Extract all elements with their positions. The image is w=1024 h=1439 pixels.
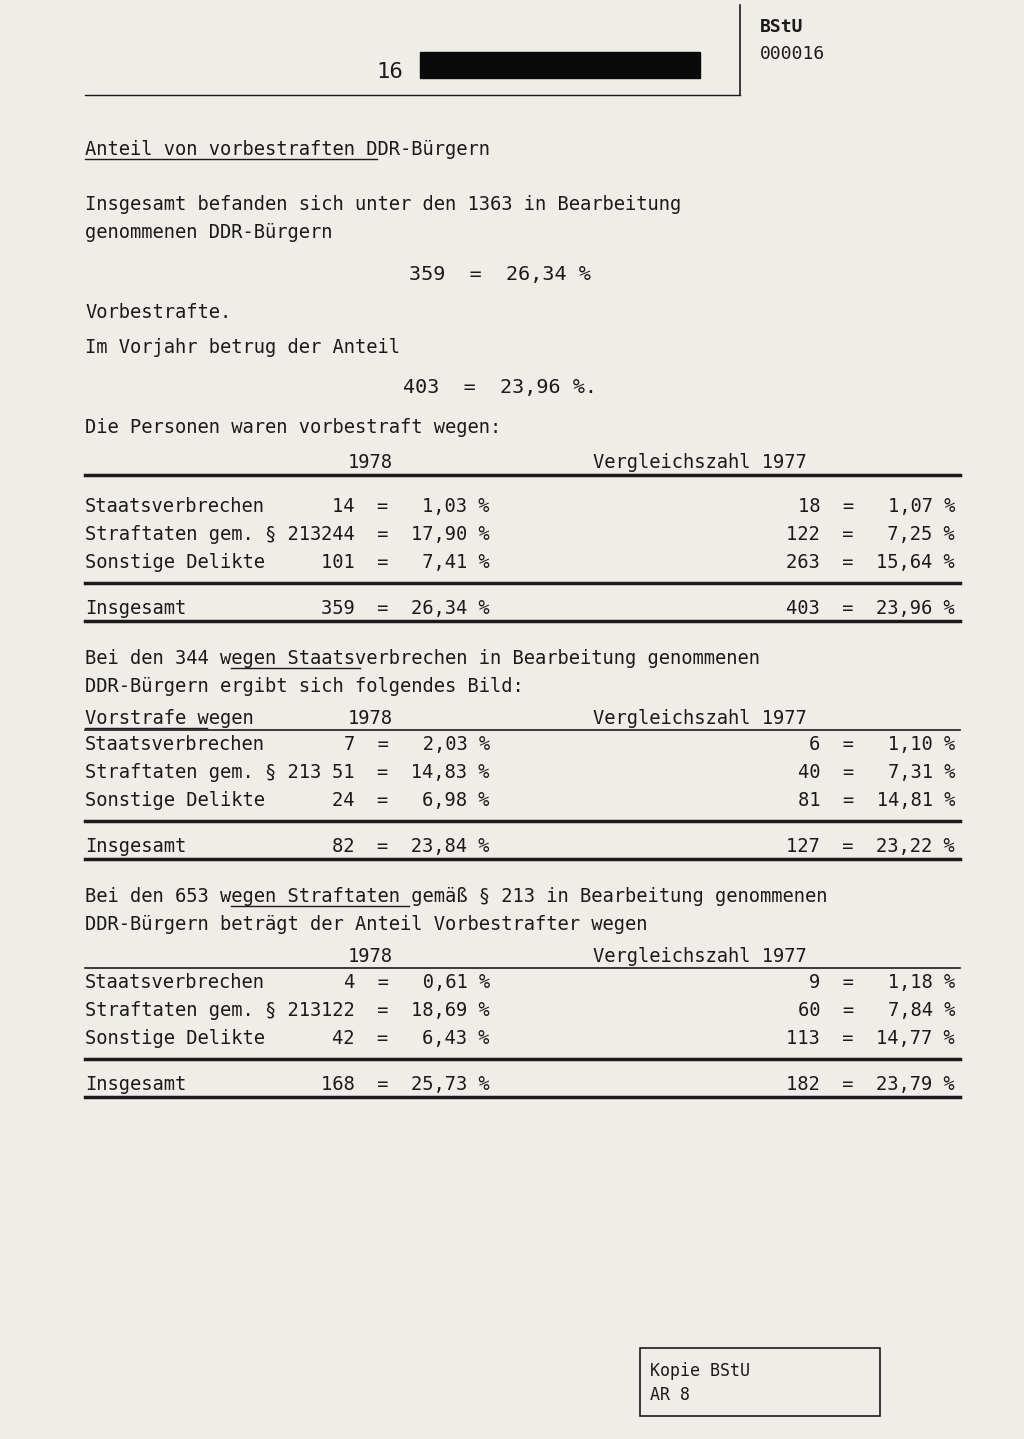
Text: 359  =  26,34 %: 359 = 26,34 %	[409, 265, 591, 283]
Text: 403  =  23,96 %: 403 = 23,96 %	[786, 599, 955, 617]
Text: Insgesamt: Insgesamt	[85, 599, 186, 617]
Text: 6  =   1,10 %: 6 = 1,10 %	[809, 735, 955, 754]
Text: 14  =   1,03 %: 14 = 1,03 %	[333, 496, 490, 517]
Text: Staatsverbrechen: Staatsverbrechen	[85, 496, 265, 517]
Text: 81  =  14,81 %: 81 = 14,81 %	[798, 791, 955, 810]
Text: Straftaten gem. § 213: Straftaten gem. § 213	[85, 525, 322, 544]
Text: 182  =  23,79 %: 182 = 23,79 %	[786, 1075, 955, 1094]
Text: 101  =   7,41 %: 101 = 7,41 %	[322, 553, 490, 571]
Text: Bei den 344 wegen Staatsverbrechen in Bearbeitung genommenen: Bei den 344 wegen Staatsverbrechen in Be…	[85, 649, 760, 668]
Text: 9  =   1,18 %: 9 = 1,18 %	[809, 973, 955, 991]
Text: DDR-Bürgern beträgt der Anteil Vorbestrafter wegen: DDR-Bürgern beträgt der Anteil Vorbestra…	[85, 915, 647, 934]
Text: Insgesamt befanden sich unter den 1363 in Bearbeitung: Insgesamt befanden sich unter den 1363 i…	[85, 196, 681, 214]
Text: 113  =  14,77 %: 113 = 14,77 %	[786, 1029, 955, 1048]
Text: 403  =  23,96 %.: 403 = 23,96 %.	[403, 378, 597, 397]
Text: 4  =   0,61 %: 4 = 0,61 %	[344, 973, 490, 991]
Text: Die Personen waren vorbestraft wegen:: Die Personen waren vorbestraft wegen:	[85, 417, 502, 437]
Text: 7  =   2,03 %: 7 = 2,03 %	[344, 735, 490, 754]
Text: 122  =  18,69 %: 122 = 18,69 %	[322, 1002, 490, 1020]
Text: Staatsverbrechen: Staatsverbrechen	[85, 973, 265, 991]
Bar	[420, 52, 700, 78]
Text: Sonstige Delikte: Sonstige Delikte	[85, 791, 265, 810]
Text: 82  =  23,84 %: 82 = 23,84 %	[333, 837, 490, 856]
Text: Vorstrafe wegen: Vorstrafe wegen	[85, 709, 254, 728]
Text: Straftaten gem. § 213: Straftaten gem. § 213	[85, 1002, 322, 1020]
Text: Kopie BStU: Kopie BStU	[650, 1361, 750, 1380]
Text: 263  =  15,64 %: 263 = 15,64 %	[786, 553, 955, 571]
Text: 168  =  25,73 %: 168 = 25,73 %	[322, 1075, 490, 1094]
Text: Staatsverbrechen: Staatsverbrechen	[85, 735, 265, 754]
Text: 16: 16	[377, 62, 403, 82]
Text: 359  =  26,34 %: 359 = 26,34 %	[322, 599, 490, 617]
Text: 24  =   6,98 %: 24 = 6,98 %	[333, 791, 490, 810]
Text: 244  =  17,90 %: 244 = 17,90 %	[322, 525, 490, 544]
Text: Sonstige Delikte: Sonstige Delikte	[85, 553, 265, 571]
Text: 40  =   7,31 %: 40 = 7,31 %	[798, 763, 955, 781]
Text: Insgesamt: Insgesamt	[85, 837, 186, 856]
Text: 1978: 1978	[347, 453, 392, 472]
Text: 000016: 000016	[760, 45, 825, 63]
Text: 127  =  23,22 %: 127 = 23,22 %	[786, 837, 955, 856]
Text: Vorbestrafte.: Vorbestrafte.	[85, 304, 231, 322]
Text: Insgesamt: Insgesamt	[85, 1075, 186, 1094]
Text: 1978: 1978	[347, 709, 392, 728]
Text: Anteil von vorbestraften DDR-Bürgern: Anteil von vorbestraften DDR-Bürgern	[85, 140, 490, 158]
Text: 1978: 1978	[347, 947, 392, 966]
Text: AR 8: AR 8	[650, 1386, 690, 1404]
Text: 42  =   6,43 %: 42 = 6,43 %	[333, 1029, 490, 1048]
Text: DDR-Bürgern ergibt sich folgendes Bild:: DDR-Bürgern ergibt sich folgendes Bild:	[85, 676, 523, 696]
Text: BStU: BStU	[760, 19, 804, 36]
Text: 60  =   7,84 %: 60 = 7,84 %	[798, 1002, 955, 1020]
Text: Straftaten gem. § 213: Straftaten gem. § 213	[85, 763, 322, 781]
Text: genommenen DDR-Bürgern: genommenen DDR-Bürgern	[85, 223, 333, 242]
Bar	[640, 1348, 880, 1416]
Text: 18  =   1,07 %: 18 = 1,07 %	[798, 496, 955, 517]
Text: 51  =  14,83 %: 51 = 14,83 %	[333, 763, 490, 781]
Text: Vergleichszahl 1977: Vergleichszahl 1977	[593, 453, 807, 472]
Text: Sonstige Delikte: Sonstige Delikte	[85, 1029, 265, 1048]
Text: Im Vorjahr betrug der Anteil: Im Vorjahr betrug der Anteil	[85, 338, 400, 357]
Text: 122  =   7,25 %: 122 = 7,25 %	[786, 525, 955, 544]
Text: Vergleichszahl 1977: Vergleichszahl 1977	[593, 709, 807, 728]
Text: Bei den 653 wegen Straftaten gemäß § 213 in Bearbeitung genommenen: Bei den 653 wegen Straftaten gemäß § 213…	[85, 886, 827, 907]
Text: Vergleichszahl 1977: Vergleichszahl 1977	[593, 947, 807, 966]
